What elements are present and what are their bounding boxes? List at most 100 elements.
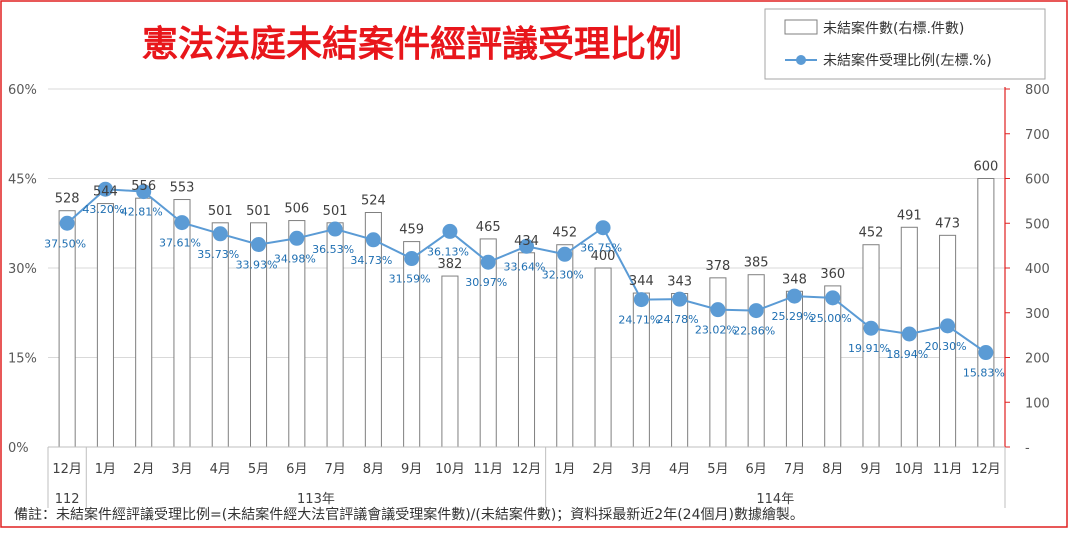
line-point: [863, 320, 879, 336]
bar: [326, 222, 344, 448]
line-point: [327, 221, 343, 237]
bar-value-label: 452: [552, 226, 577, 241]
left-tick-label: 15%: [8, 352, 37, 367]
line-value-label: 35.73%: [197, 248, 239, 261]
bar-value-label: 400: [591, 249, 616, 264]
category-label: 6月: [286, 462, 307, 477]
category-label: 7月: [324, 462, 345, 477]
right-tick-label: 400: [1025, 262, 1050, 277]
line-point: [786, 288, 802, 304]
category-label: 2月: [133, 462, 154, 477]
bar-series: [58, 178, 995, 448]
line-point: [672, 291, 688, 307]
line-point: [212, 226, 228, 242]
category-label: 12月: [52, 462, 82, 477]
bar-value-label: 459: [399, 223, 424, 238]
bar: [517, 252, 536, 448]
bar-value-label: 434: [514, 234, 539, 249]
year-group-label: 112: [55, 492, 80, 507]
bar-value-label: 452: [859, 226, 884, 241]
category-label: 1月: [554, 462, 575, 477]
bar-value-label: 344: [629, 274, 654, 289]
bar-value-label: 544: [93, 185, 118, 200]
bar-value-label: 465: [476, 220, 501, 235]
line-point: [595, 220, 611, 236]
bar-value-label: 501: [208, 204, 233, 219]
line-value-label: 32.30%: [542, 268, 584, 281]
line-value-label: 24.78%: [657, 313, 699, 326]
bar: [96, 203, 114, 448]
left-tick-label: 30%: [8, 262, 37, 277]
line-value-label: 36.13%: [427, 245, 469, 258]
bar-value-label: 360: [820, 267, 845, 282]
bar-value-label: 524: [361, 194, 386, 209]
bar: [594, 267, 612, 448]
line-value-label: 43.20%: [82, 203, 124, 216]
line-point: [480, 254, 496, 270]
category-label: 5月: [707, 462, 728, 477]
right-tick-label: -: [1025, 441, 1030, 456]
bar-value-label: 343: [667, 275, 692, 290]
line-point: [901, 326, 917, 342]
left-tick-label: 45%: [8, 173, 37, 188]
legend-bar-label: 未結案件數(右標.件數): [823, 20, 964, 37]
category-label: 7月: [784, 462, 805, 477]
legend-line-marker: [796, 55, 806, 65]
category-label: 3月: [171, 462, 192, 477]
line-value-label: 34.73%: [350, 254, 392, 267]
legend-bar-swatch: [784, 19, 818, 35]
line-point: [825, 290, 841, 306]
line-value-label: 19.91%: [848, 342, 890, 355]
line-point: [365, 232, 381, 248]
bar-value-label: 556: [131, 179, 156, 194]
category-label: 3月: [631, 462, 652, 477]
year-group-label: 114年: [756, 492, 794, 507]
category-label: 8月: [363, 462, 384, 477]
category-label: 9月: [401, 462, 422, 477]
line-value-label: 20.30%: [925, 340, 967, 353]
bar-value-label: 378: [705, 259, 730, 274]
category-label: 9月: [860, 462, 881, 477]
line-point: [174, 215, 190, 231]
bar-value-label: 501: [323, 204, 348, 219]
bar: [479, 238, 497, 448]
category-label: 11月: [473, 462, 503, 477]
legend-line-label: 未結案件受理比例(左標.%): [823, 52, 992, 69]
line-value-label: 33.93%: [236, 259, 278, 272]
left-tick-label: 60%: [8, 83, 37, 98]
line-value-label: 31.59%: [389, 273, 431, 286]
footnote: 備註：未結案件經評議受理比例=(未結案件經大法官評議會議受理案件數)/(未結案件…: [14, 506, 804, 523]
line-point: [251, 237, 267, 253]
bar: [441, 275, 459, 448]
line-value-label: 22.86%: [733, 325, 775, 338]
bar: [135, 197, 153, 448]
bar-value-label: 385: [744, 256, 769, 271]
right-tick-label: 700: [1025, 128, 1050, 143]
bar: [364, 212, 382, 448]
line-value-label: 36.53%: [312, 243, 354, 256]
right-tick-label: 500: [1025, 217, 1050, 232]
bar-value-label: 553: [170, 181, 195, 196]
line-point: [519, 238, 534, 254]
bar-value-label: 528: [55, 192, 80, 207]
category-label: 10月: [435, 462, 465, 477]
legend: 未結案件數(右標.件數) 未結案件受理比例(左標.%): [764, 8, 1046, 80]
bar-value-label: 348: [782, 272, 807, 287]
right-tick-label: 100: [1025, 396, 1050, 411]
right-tick-label: 300: [1025, 307, 1050, 322]
bar-value-label: 506: [284, 202, 309, 217]
line-point: [289, 230, 305, 246]
line-point: [136, 184, 152, 200]
line-value-label: 24.71%: [618, 314, 660, 327]
line-series: [59, 181, 994, 361]
bar-value-label: 491: [897, 208, 922, 223]
year-group-label: 113年: [297, 492, 335, 507]
category-label: 4月: [210, 462, 231, 477]
line-value-label: 37.61%: [159, 237, 201, 250]
right-tick-label: 600: [1025, 173, 1050, 188]
line-point: [557, 246, 573, 262]
left-tick-label: 0%: [8, 441, 29, 456]
line-value-label: 37.50%: [44, 237, 86, 250]
line-point: [748, 303, 764, 319]
